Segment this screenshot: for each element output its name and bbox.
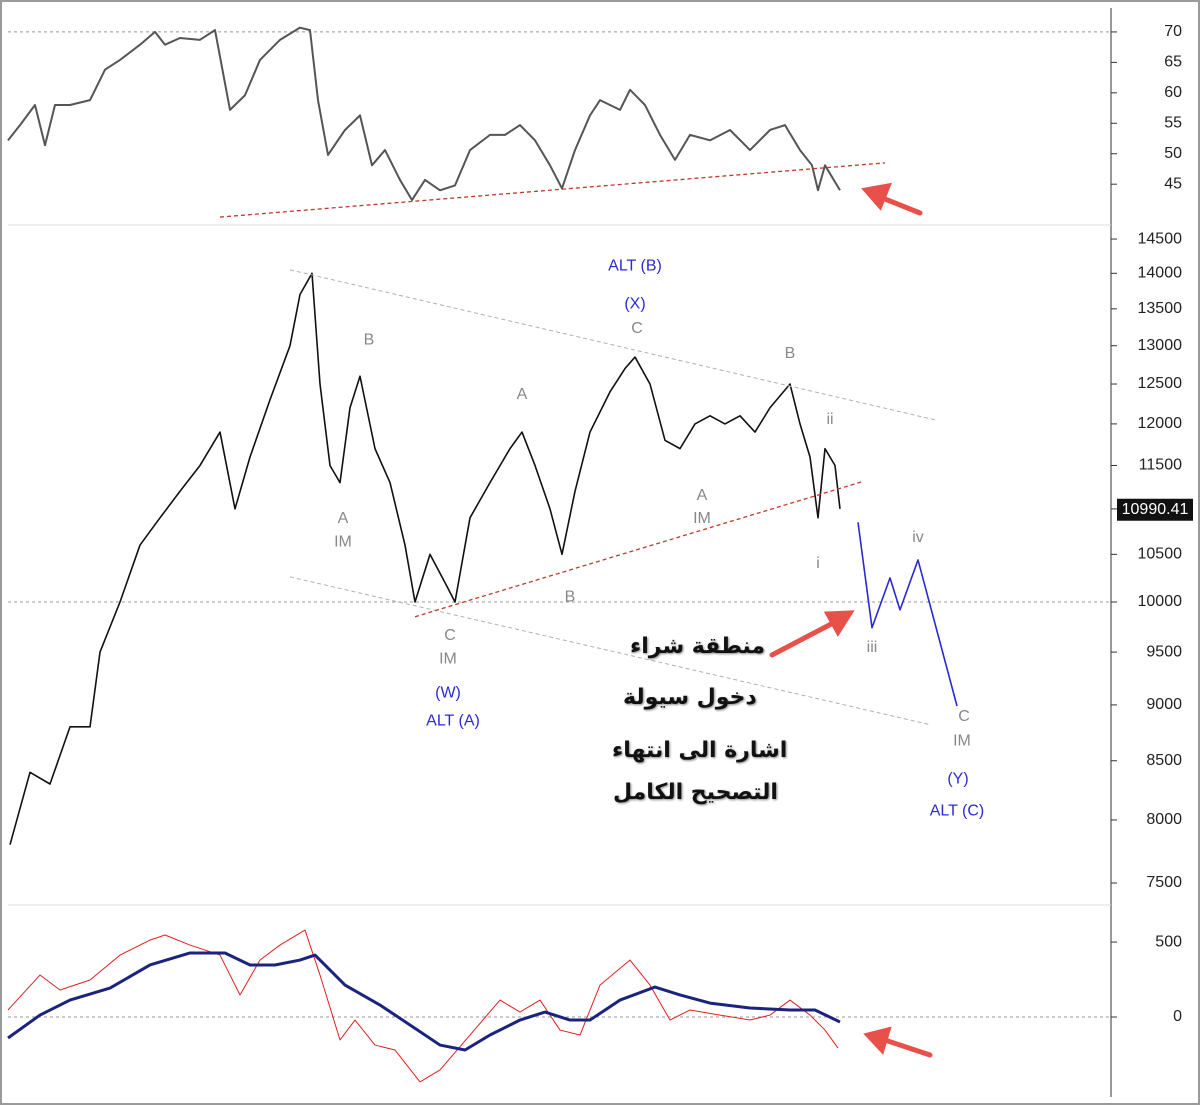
y-tick-label: 9000	[1146, 696, 1182, 713]
wave-label: ALT (C)	[930, 803, 985, 820]
wave-label: A	[338, 510, 349, 527]
trend-line	[414, 481, 863, 618]
arrow-head	[863, 1026, 892, 1055]
arrow	[769, 619, 838, 658]
wave-label: iv	[912, 529, 924, 546]
wave-label: B	[785, 345, 796, 362]
wave-label: i	[816, 555, 820, 572]
data-line	[7, 929, 839, 1083]
note: التصحيح الكامل	[613, 780, 778, 805]
wave-label: (W)	[435, 684, 461, 701]
wave-label: (Y)	[947, 771, 968, 788]
y-tick-label: 7500	[1146, 874, 1182, 891]
wave-label: C	[631, 320, 643, 337]
data-line	[857, 522, 958, 707]
y-tick-label: 14500	[1138, 230, 1183, 247]
note: اشارة الى انتهاء	[612, 738, 788, 763]
y-tick-label: 9500	[1146, 643, 1182, 660]
arrow	[882, 1037, 933, 1058]
wave-label: ALT (A)	[426, 713, 480, 730]
y-tick-label: 10500	[1138, 546, 1183, 563]
y-tick-label: 12500	[1138, 375, 1183, 392]
price-box	[1117, 498, 1193, 521]
y-tick-label: 50	[1164, 145, 1182, 162]
wave-label: IM	[439, 651, 457, 668]
wave-label: C	[444, 627, 456, 644]
y-tick-label: 12000	[1138, 415, 1183, 432]
trend-line	[219, 162, 886, 218]
trend-line	[289, 269, 936, 421]
y-tick-label: 55	[1164, 115, 1182, 132]
y-tick-label: 13500	[1138, 300, 1183, 317]
trend-line	[289, 576, 931, 726]
y-tick-label: 8000	[1146, 811, 1182, 828]
price-label: 10990.41	[1122, 501, 1189, 518]
wave-label: ii	[826, 411, 833, 428]
wave-label: B	[565, 588, 576, 605]
y-tick-label: 65	[1164, 54, 1182, 71]
note: دخول سيولة	[623, 685, 757, 710]
arrows	[769, 182, 933, 1058]
wave-label: IM	[693, 510, 711, 527]
y-tick-label: 70	[1164, 23, 1182, 40]
wave-label: A	[517, 386, 528, 403]
y-tick-label: 0	[1173, 1008, 1182, 1025]
wave-label: B	[364, 332, 375, 349]
note: منطقة شراء	[630, 634, 765, 659]
arrow-head	[861, 182, 892, 211]
y-tick-label: 8500	[1146, 752, 1182, 769]
wave-label: iii	[867, 639, 878, 656]
wave-label: IM	[953, 733, 971, 750]
y-tick-label: 10000	[1138, 593, 1183, 610]
data-line	[7, 951, 841, 1052]
wave-label: C	[958, 708, 970, 725]
wave-label: ALT (B)	[608, 258, 662, 275]
y-tick-label: 14000	[1138, 265, 1183, 282]
wave-label: IM	[334, 534, 352, 551]
data-line	[9, 272, 841, 845]
wave-label: A	[697, 487, 708, 504]
wave-label: (X)	[624, 296, 645, 313]
y-tick-label: 11500	[1139, 457, 1182, 474]
arrow	[877, 194, 923, 216]
y-tick-label: 13000	[1138, 337, 1183, 354]
data-line	[7, 26, 841, 202]
y-tick-label: 60	[1164, 84, 1182, 101]
y-tick-label: 500	[1155, 933, 1182, 950]
y-tick-label: 45	[1164, 175, 1182, 192]
arrow-head	[823, 610, 855, 637]
